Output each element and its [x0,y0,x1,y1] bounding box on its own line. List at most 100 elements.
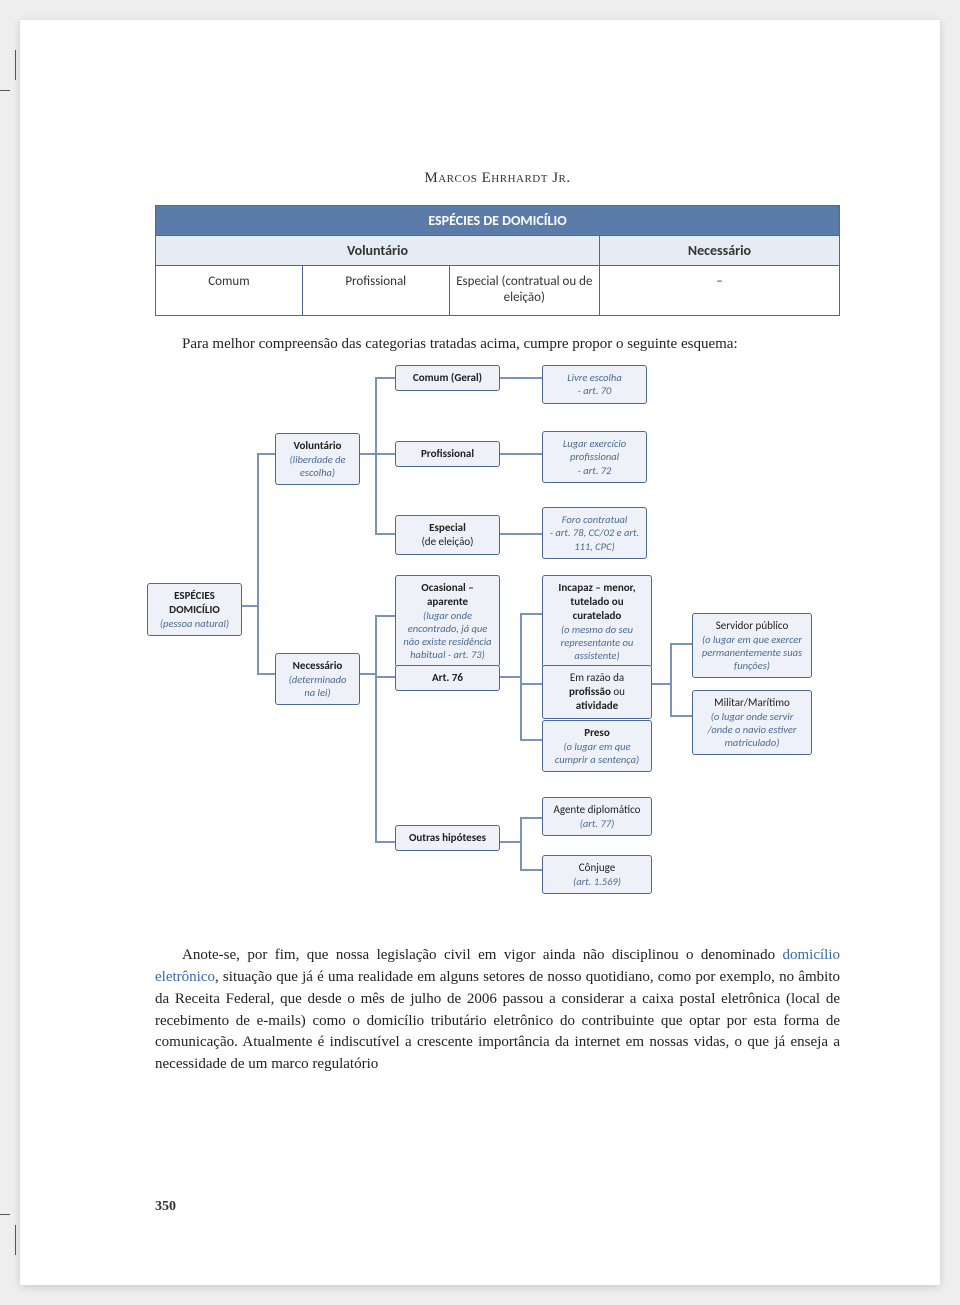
connector [520,817,542,819]
final-before: Anote-se, por fim, que nossa legislação … [182,947,783,963]
outras-label: Outras hipóteses [402,831,493,845]
node-agente: Agente diplomático (art. 77) [542,797,652,836]
cell-comum: Comum [156,266,303,315]
crop-mark [15,1225,16,1255]
militar-title: Militar/Marítimo [699,696,805,710]
ocasional-sub: (lugar onde encontrado, já que não exist… [402,609,493,662]
especial-title: Especial [402,521,493,535]
node-livre-escolha: Livre escolha - art. 70 [542,365,647,403]
node-incapaz: Incapaz – menor, tutelado ou curatelado … [542,575,652,668]
node-profissional: Profissional [395,441,500,467]
connector [375,676,395,678]
especial-sub: (de eleição) [402,535,493,549]
agente-sub: (art. 77) [549,817,645,830]
node-ocasional: Ocasional – aparente (lugar onde encontr… [395,575,500,667]
connector [500,841,520,843]
conjuge-title: Cônjuge [549,861,645,875]
foro-sub: - art. 78, CC/02 e art. 111, CPC) [549,526,640,552]
profissional-label: Profissional [421,447,474,460]
node-voluntario: Voluntário (liberdade de escolha) [275,433,360,485]
voluntario-title: Voluntário [282,439,353,453]
incapaz-title: Incapaz – menor, tutelado ou curatelado [549,581,645,622]
agente-title: Agente diplomático [549,803,645,817]
connector [360,673,375,675]
connector [242,605,257,607]
necessario-title: Necessário [282,659,353,673]
species-table: ESPÉCIES DE DOMICÍLIO Voluntário Necessá… [155,205,840,316]
art76-label: Art. 76 [432,671,463,684]
node-art76: Art. 76 [395,665,500,691]
node-root: ESPÉCIES DOMICÍLIO (pessoa natural) [147,583,242,636]
crop-mark [0,1214,10,1215]
connector [520,613,542,615]
flowchart: ESPÉCIES DOMICÍLIO (pessoa natural) Volu… [147,365,837,925]
connector [375,453,395,455]
foro-title: Foro contratual [549,513,640,526]
table-title: ESPÉCIES DE DOMICÍLIO [156,206,839,236]
connector [520,869,542,871]
connector [520,683,542,685]
cell-dash: – [600,266,839,315]
connector [257,673,275,675]
connector [375,377,377,535]
node-outras: Outras hipóteses [395,825,500,851]
table-body-row: Comum Profissional Especial (contratual … [156,266,839,315]
intro-paragraph: Para melhor compreensão das categorias t… [155,334,840,356]
connector [375,377,395,379]
node-conjuge: Cônjuge (art. 1.569) [542,855,652,894]
connector [375,615,377,843]
ocasional-title: Ocasional – aparente [402,581,493,609]
connector [500,453,542,455]
crop-mark [0,90,10,91]
author-name: Marcos Ehrhardt Jr. [155,170,840,187]
cell-profissional: Profissional [303,266,450,315]
militar-sub: (o lugar onde servir /onde o navio estiv… [699,710,805,749]
node-lugar-exercicio: Lugar exercício profissional - art. 72 [542,431,647,482]
servidor-title: Servidor público [699,619,805,633]
lugar-exercicio-title: Lugar exercício profissional [549,437,640,463]
connector [375,533,395,535]
root-title: ESPÉCIES DOMICÍLIO [154,589,235,617]
incapaz-sub: (o mesmo do seu representante ou assiste… [549,623,645,662]
connector [500,533,542,535]
profissao-mid: ou [611,685,625,698]
livre-escolha-sub: - art. 70 [549,384,640,397]
connector [670,643,692,645]
connector [500,377,542,379]
necessario-sub: (determinado na lei) [282,673,353,699]
connector [520,739,542,741]
atividade-bold: atividade [576,699,618,712]
crop-mark [15,50,16,80]
node-servidor: Servidor público (o lugar em que exercer… [692,613,812,678]
node-militar: Militar/Marítimo (o lugar onde servir /o… [692,690,812,755]
conjuge-sub: (art. 1.569) [549,875,645,888]
node-comum-geral: Comum (Geral) [395,365,500,391]
node-foro: Foro contratual - art. 78, CC/02 e art. … [542,507,647,558]
th-voluntario: Voluntário [156,236,600,265]
connector [670,643,672,717]
preso-title: Preso [549,726,645,740]
lugar-exercicio-sub: - art. 72 [549,464,640,477]
table-header-row: Voluntário Necessário [156,236,839,266]
page-number: 350 [155,1199,176,1215]
final-after: , situação que já é uma realidade em alg… [155,969,840,1072]
final-paragraph: Anote-se, por fim, que nossa legislação … [155,945,840,1076]
cell-especial: Especial (contratual ou de eleição) [450,266,600,315]
preso-sub: (o lugar em que cumprir a sentença) [549,740,645,766]
node-profissao: Em razão da profissão ou atividade [542,665,652,718]
livre-escolha-title: Livre escolha [549,371,640,384]
connector [257,453,259,675]
voluntario-sub: (liberdade de escolha) [282,453,353,479]
profissao-bold: profissão [569,685,611,698]
connector [520,613,522,741]
profissao-pre: Em razão da [570,671,624,684]
connector [652,683,670,685]
connector [257,453,275,455]
connector [375,615,395,617]
page-container: Marcos Ehrhardt Jr. ESPÉCIES DE DOMICÍLI… [20,20,940,1285]
servidor-sub: (o lugar em que exercer permanentemente … [699,633,805,672]
connector [500,676,520,678]
connector [520,817,522,871]
connector [670,715,692,717]
root-sub: (pessoa natural) [154,617,235,630]
